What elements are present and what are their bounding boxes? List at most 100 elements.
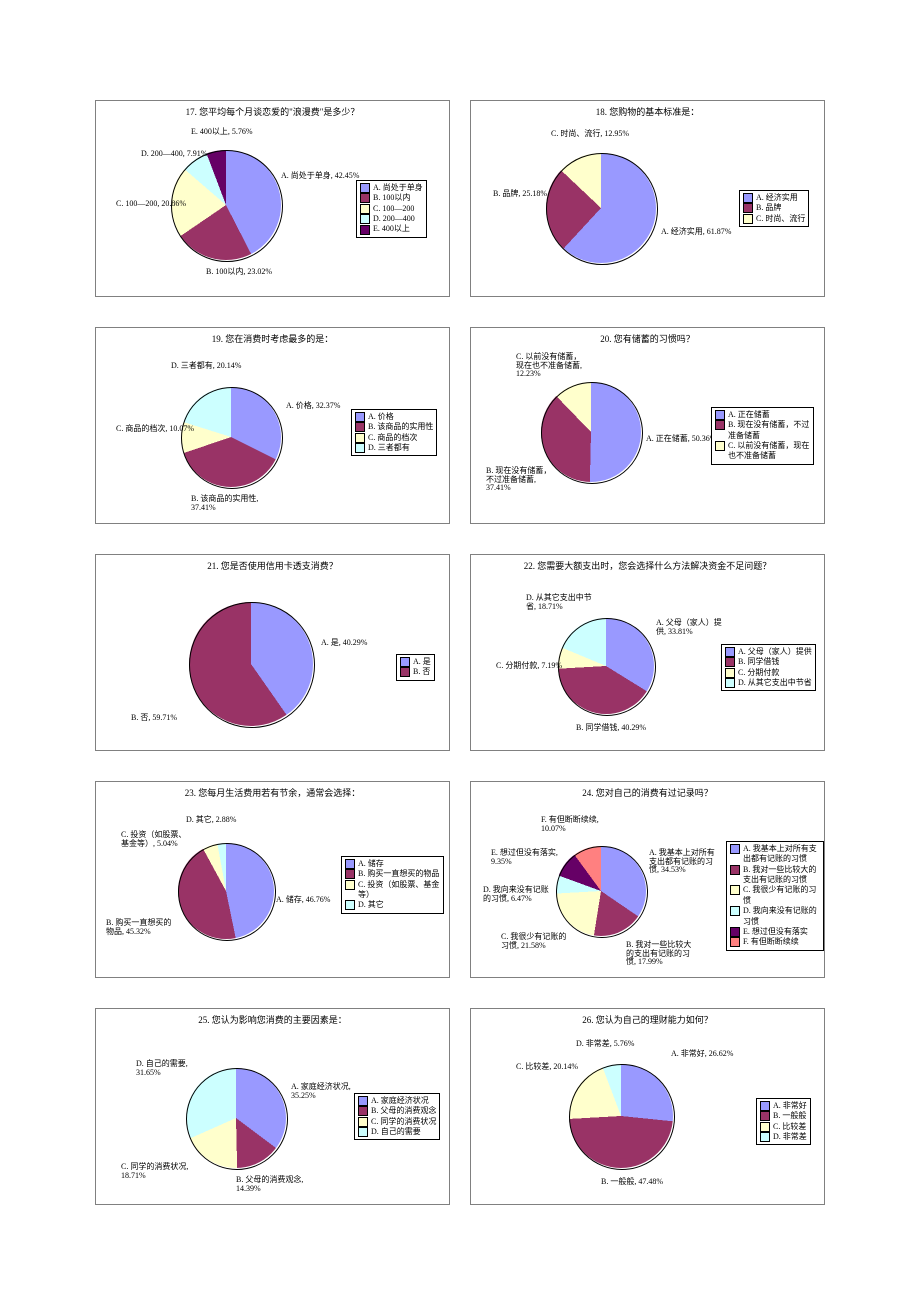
legend-swatch xyxy=(725,678,735,688)
slice-label: C. 同学的消费状况, 18.71% xyxy=(121,1163,191,1181)
legend-swatch xyxy=(360,193,370,203)
legend-swatch xyxy=(400,667,410,677)
legend-label: B. 同学借钱 xyxy=(738,657,779,667)
legend-label: C. 分期付款 xyxy=(738,668,779,678)
pie xyxy=(556,846,646,936)
chart-body: A. 非常好, 26.62%B. 一般般, 47.48%C. 比较差, 20.1… xyxy=(471,1028,824,1198)
legend-label: B. 100以内 xyxy=(373,193,410,203)
legend-item: A. 非常好 xyxy=(760,1101,807,1111)
legend-label: D. 非常差 xyxy=(773,1132,807,1142)
slice-label: D. 从其它支出中节省, 18.71% xyxy=(526,594,596,612)
legend-swatch xyxy=(725,657,735,667)
legend: A. 储存B. 购买一直想买的物品C. 投资（如股票、基金等）D. 其它 xyxy=(341,856,444,914)
legend-item: A. 家庭经济状况 xyxy=(358,1096,436,1106)
legend-label: B. 该商品的实用性 xyxy=(368,422,433,432)
legend-item: B. 购买一直想买的物品 xyxy=(345,869,440,879)
chart-c18: 18. 您购物的基本标准是：A. 经济实用, 61.87%B. 品牌, 25.1… xyxy=(470,100,825,297)
charts-grid: 17. 您平均每个月谈恋爱的"浪漫费"是多少？A. 尚处于单身, 42.45%B… xyxy=(0,0,920,1265)
legend-label: B. 否 xyxy=(413,667,430,677)
legend-swatch xyxy=(358,1127,368,1137)
chart-body: A. 尚处于单身, 42.45%B. 100以内, 23.02%C. 100—2… xyxy=(96,120,449,290)
legend-swatch xyxy=(360,204,370,214)
legend-swatch xyxy=(760,1122,770,1132)
slice-label: D. 我向来没有记账的习惯, 6.47% xyxy=(483,886,553,904)
legend-item: B. 我对一些比较大的支出有记账的习惯 xyxy=(730,865,820,886)
slice-label: B. 一般般, 47.48% xyxy=(601,1178,663,1187)
legend-label: E. 400以上 xyxy=(373,224,410,234)
legend-label: C. 投资（如股票、基金等） xyxy=(358,880,440,901)
chart-title: 25. 您认为影响您消费的主要因素是： xyxy=(96,1009,449,1028)
legend-swatch xyxy=(730,937,740,947)
legend-label: C. 我很少有记账的习惯 xyxy=(743,885,820,906)
chart-c20: 20. 您有储蓄的习惯吗？ A. 正在储蓄, 50.36%B. 现在没有储蓄，不过… xyxy=(470,327,825,524)
legend-swatch xyxy=(760,1101,770,1111)
chart-body: A. 是, 40.29%B. 否, 59.71%A. 是B. 否 xyxy=(96,574,449,744)
legend-label: A. 非常好 xyxy=(773,1101,807,1111)
legend-item: D. 三者都有 xyxy=(355,443,433,453)
legend-swatch xyxy=(355,443,365,453)
slice-label: B. 我对一些比较大的支出有记账的习惯, 17.99% xyxy=(626,941,696,967)
legend-label: A. 家庭经济状况 xyxy=(371,1096,429,1106)
legend-label: B. 一般般 xyxy=(773,1111,806,1121)
legend-swatch xyxy=(345,869,355,879)
legend-swatch xyxy=(715,420,725,430)
legend-label: C. 100—200 xyxy=(373,204,414,214)
pie xyxy=(178,843,274,939)
slice-label: D. 三者都有, 20.14% xyxy=(171,362,241,371)
legend-item: C. 投资（如股票、基金等） xyxy=(345,880,440,901)
legend-swatch xyxy=(743,214,753,224)
slice-label: A. 我基本上对所有支出都有记账的习惯, 34.53% xyxy=(649,849,719,875)
legend-item: D. 我向来没有记账的习惯 xyxy=(730,906,820,927)
legend-item: B. 一般般 xyxy=(760,1111,807,1121)
legend-item: B. 现在没有储蓄，不过准备储蓄 xyxy=(715,420,810,441)
slice-label: A. 正在储蓄, 50.36% xyxy=(646,435,716,444)
chart-body: A. 家庭经济状况, 35.25%B. 父母的消费观念, 14.39%C. 同学… xyxy=(96,1028,449,1198)
legend-label: A. 正在储蓄 xyxy=(728,410,770,420)
legend-label: C. 同学的消费状况 xyxy=(371,1117,436,1127)
pie xyxy=(558,618,654,714)
legend: A. 正在储蓄B. 现在没有储蓄，不过准备储蓄C. 以前没有储蓄，现在也不准备储… xyxy=(711,407,814,465)
legend-swatch xyxy=(360,214,370,224)
slice-label: A. 价格, 32.37% xyxy=(286,402,340,411)
slice-label: C. 分期付款, 7.19% xyxy=(496,662,562,671)
slice-label: C. 100—200, 20.86% xyxy=(116,200,186,209)
slice-label: A. 是, 40.29% xyxy=(321,639,367,648)
chart-c21: 21. 您是否使用信用卡透支消费？A. 是, 40.29%B. 否, 59.71… xyxy=(95,554,450,751)
legend-item: C. 以前没有储蓄，现在也不准备储蓄 xyxy=(715,441,810,462)
legend-swatch xyxy=(358,1106,368,1116)
legend-swatch xyxy=(743,203,753,213)
slice-label: B. 购买一直想买的物品, 45.32% xyxy=(106,919,176,937)
legend-swatch xyxy=(360,183,370,193)
legend: A. 我基本上对所有支出都有记账的习惯B. 我对一些比较大的支出有记账的习惯C.… xyxy=(726,841,824,951)
legend-item: A. 父母（家人）提供 xyxy=(725,647,812,657)
slice-label: D. 自己的需要, 31.65% xyxy=(136,1060,206,1078)
legend-swatch xyxy=(743,193,753,203)
chart-title: 22. 您需要大额支出时，您会选择什么方法解决资金不足问题？ xyxy=(471,555,824,574)
legend-swatch xyxy=(730,844,740,854)
legend-swatch xyxy=(358,1117,368,1127)
legend-item: A. 储存 xyxy=(345,859,440,869)
legend-label: A. 是 xyxy=(413,657,431,667)
chart-title: 19. 您在消费时考虑最多的是： xyxy=(96,328,449,347)
chart-c22: 22. 您需要大额支出时，您会选择什么方法解决资金不足问题？ A. 父母（家人）提… xyxy=(470,554,825,751)
chart-title: 20. 您有储蓄的习惯吗？ xyxy=(471,328,824,347)
legend-label: B. 我对一些比较大的支出有记账的习惯 xyxy=(743,865,820,886)
legend-label: B. 品牌 xyxy=(756,203,781,213)
legend-swatch xyxy=(760,1132,770,1142)
legend-swatch xyxy=(345,859,355,869)
pie xyxy=(546,153,656,263)
pie xyxy=(181,387,281,487)
pie xyxy=(186,1068,286,1168)
chart-title: 23. 您每月生活费用若有节余，通常会选择： xyxy=(96,782,449,801)
slice-label: D. 200—400, 7.91% xyxy=(141,150,207,159)
legend-label: A. 父母（家人）提供 xyxy=(738,647,812,657)
legend-label: F. 有但断断续续 xyxy=(743,937,799,947)
legend-swatch xyxy=(345,900,355,910)
slice-label: E. 400以上, 5.76% xyxy=(191,128,253,137)
slice-label: D. 其它, 2.88% xyxy=(186,816,236,825)
legend-swatch xyxy=(355,412,365,422)
legend-label: B. 父母的消费观念 xyxy=(371,1106,436,1116)
legend-item: B. 否 xyxy=(400,667,431,677)
chart-c17: 17. 您平均每个月谈恋爱的"浪漫费"是多少？A. 尚处于单身, 42.45%B… xyxy=(95,100,450,297)
slice-label: B. 父母的消费观念, 14.39% xyxy=(236,1176,306,1194)
